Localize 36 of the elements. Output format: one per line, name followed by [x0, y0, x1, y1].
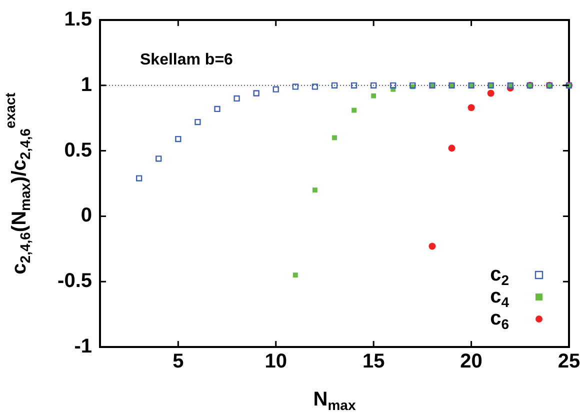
x-tick-label: 5: [172, 350, 184, 373]
point: [332, 135, 337, 140]
point: [331, 82, 338, 88]
point: [253, 90, 260, 96]
point: [234, 95, 240, 102]
y-tick-label: 1: [80, 74, 92, 96]
point: [350, 82, 358, 88]
x-tick-label: 25: [558, 350, 580, 373]
point: [352, 108, 357, 113]
x-tick-label: 10: [264, 350, 287, 373]
point: [292, 84, 298, 90]
y-tick-label: 0: [80, 204, 92, 227]
y-axis-title: c2,4,6(Nmax)/c2,4,6exact: [2, 92, 33, 274]
point: [487, 90, 494, 97]
y-tick-label: -0.5: [58, 270, 92, 292]
point: [214, 106, 220, 112]
y-tick-label: 1.5: [64, 8, 92, 31]
y-tick-label: -1: [74, 336, 92, 358]
point: [390, 82, 396, 88]
y-tick-label: 0.5: [64, 139, 92, 162]
annotation: Skellam b=6: [140, 51, 234, 68]
point: [370, 82, 377, 88]
point: [312, 84, 318, 90]
point: [272, 86, 279, 92]
point: [312, 188, 318, 193]
point: [175, 136, 182, 142]
point: [428, 242, 436, 250]
x-tick-label: 15: [362, 350, 385, 373]
point: [194, 118, 201, 126]
point: [448, 144, 456, 152]
x-tick-label: 20: [460, 350, 482, 373]
point: [136, 175, 142, 182]
point: [292, 272, 298, 278]
point: [468, 104, 475, 112]
point: [156, 156, 162, 162]
point: [371, 93, 376, 98]
